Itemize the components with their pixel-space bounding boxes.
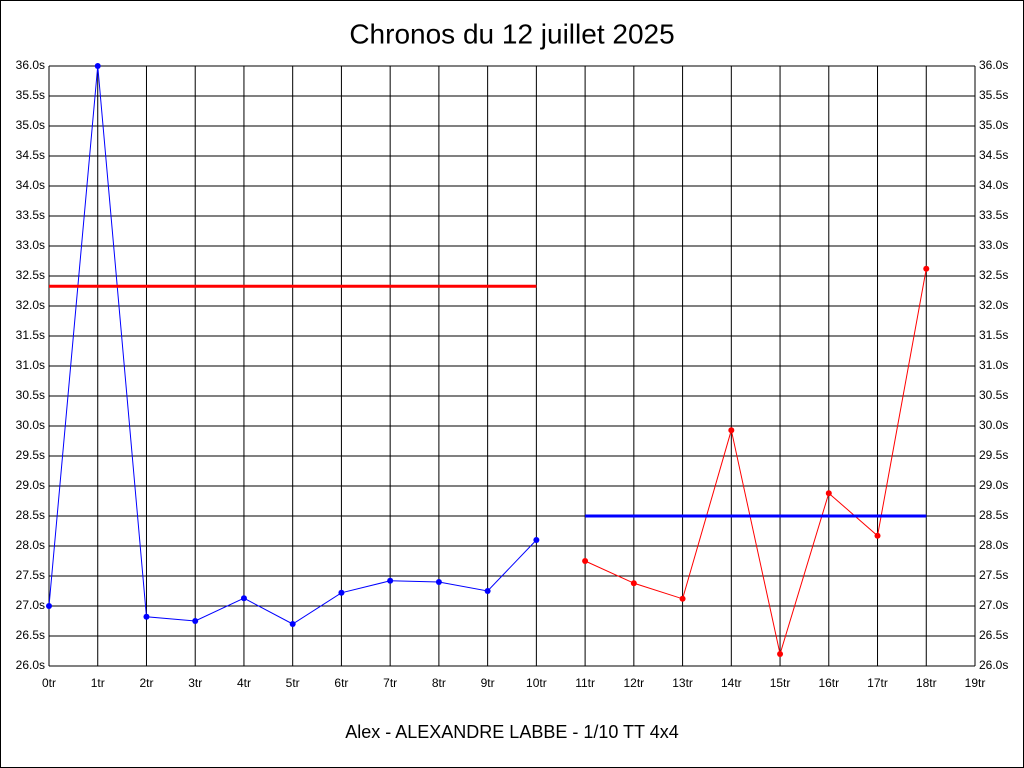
y-tick-label: 33.5s <box>16 208 45 222</box>
y-tick-label-right: 32.0s <box>979 298 1008 312</box>
x-tick-label: 6tr <box>334 676 348 690</box>
y-tick-label-right: 27.5s <box>979 568 1008 582</box>
x-tick-label: 18tr <box>916 676 937 690</box>
y-tick-label-right: 29.5s <box>979 448 1008 462</box>
y-tick-label-right: 28.5s <box>979 508 1008 522</box>
x-tick-label: 11tr <box>575 676 595 690</box>
x-tick-label: 7tr <box>383 676 397 690</box>
y-tick-label: 28.5s <box>16 508 45 522</box>
y-tick-label: 32.5s <box>16 268 45 282</box>
y-tick-label: 30.5s <box>16 388 45 402</box>
y-tick-label-right: 33.5s <box>979 208 1008 222</box>
y-tick-label: 34.0s <box>16 178 45 192</box>
y-tick-label: 26.0s <box>16 658 45 672</box>
y-tick-label-right: 36.0s <box>979 58 1008 72</box>
y-tick-label-right: 35.0s <box>979 118 1008 132</box>
x-tick-label: 12tr <box>623 676 644 690</box>
y-tick-label: 36.0s <box>16 58 45 72</box>
y-tick-label: 30.0s <box>16 418 45 432</box>
data-point <box>289 621 296 627</box>
data-point <box>679 595 686 602</box>
y-tick-label: 32.0s <box>16 298 45 312</box>
y-tick-label: 27.0s <box>16 598 45 612</box>
y-tick-label: 34.5s <box>16 148 45 162</box>
y-tick-label-right: 31.5s <box>979 328 1008 342</box>
x-tick-label: 3tr <box>188 676 202 690</box>
data-point <box>728 427 735 434</box>
y-tick-label: 27.5s <box>16 568 45 582</box>
x-tick-label: 8tr <box>432 676 446 690</box>
data-point <box>46 603 52 609</box>
y-tick-label-right: 26.0s <box>979 658 1008 672</box>
y-tick-label-right: 27.0s <box>979 598 1008 612</box>
data-point <box>484 588 491 594</box>
x-tick-label: 19tr <box>965 676 986 690</box>
y-tick-label-right: 35.5s <box>979 88 1008 102</box>
y-tick-label-right: 28.0s <box>979 538 1008 552</box>
y-tick-label-right: 33.0s <box>979 238 1008 252</box>
data-point <box>338 589 345 596</box>
y-tick-label: 35.5s <box>16 88 45 102</box>
data-point <box>533 537 540 543</box>
y-tick-label: 26.5s <box>16 628 45 642</box>
data-point <box>192 618 199 624</box>
chart-title: Chronos du 12 juillet 2025 <box>349 18 674 49</box>
series-line <box>584 268 927 656</box>
data-point <box>923 265 930 272</box>
x-tick-label: 9tr <box>481 676 495 690</box>
y-tick-label-right: 30.0s <box>979 418 1008 432</box>
data-point <box>777 651 784 657</box>
x-tick-label: 14tr <box>721 676 742 690</box>
y-tick-label: 31.5s <box>16 328 45 342</box>
chart-caption: Alex - ALEXANDRE LABBE - 1/10 TT 4x4 <box>345 722 678 742</box>
x-tick-label: 0tr <box>42 676 56 690</box>
y-tick-label-right: 34.0s <box>979 178 1008 192</box>
data-point <box>94 63 101 69</box>
y-tick-label-right: 34.5s <box>979 148 1008 162</box>
x-tick-label: 17tr <box>867 676 888 690</box>
y-tick-label: 35.0s <box>16 118 45 132</box>
y-tick-label: 29.0s <box>16 478 45 492</box>
x-tick-label: 4tr <box>237 676 251 690</box>
y-tick-label-right: 32.5s <box>979 268 1008 282</box>
data-point <box>435 579 442 585</box>
x-tick-label: 10tr <box>526 676 547 690</box>
x-tick-label: 15tr <box>770 676 791 690</box>
data-point <box>825 490 832 497</box>
data-point <box>143 613 150 620</box>
y-tick-label: 28.0s <box>16 538 45 552</box>
data-point <box>387 577 394 584</box>
y-tick-label-right: 31.0s <box>979 358 1008 372</box>
y-tick-label-right: 29.0s <box>979 478 1008 492</box>
y-tick-label: 31.0s <box>16 358 45 372</box>
data-point <box>582 558 589 564</box>
y-tick-label: 29.5s <box>16 448 45 462</box>
data-point <box>630 580 637 587</box>
y-tick-label-right: 26.5s <box>979 628 1008 642</box>
x-tick-label: 16tr <box>818 676 839 690</box>
x-tick-label: 2tr <box>139 676 153 690</box>
data-point <box>240 595 247 602</box>
y-tick-label: 33.0s <box>16 238 45 252</box>
y-tick-label-right: 30.5s <box>979 388 1008 402</box>
x-tick-label: 5tr <box>286 676 300 690</box>
x-tick-label: 1tr <box>91 676 105 690</box>
x-tick-label: 13tr <box>672 676 693 690</box>
data-point <box>874 532 881 539</box>
